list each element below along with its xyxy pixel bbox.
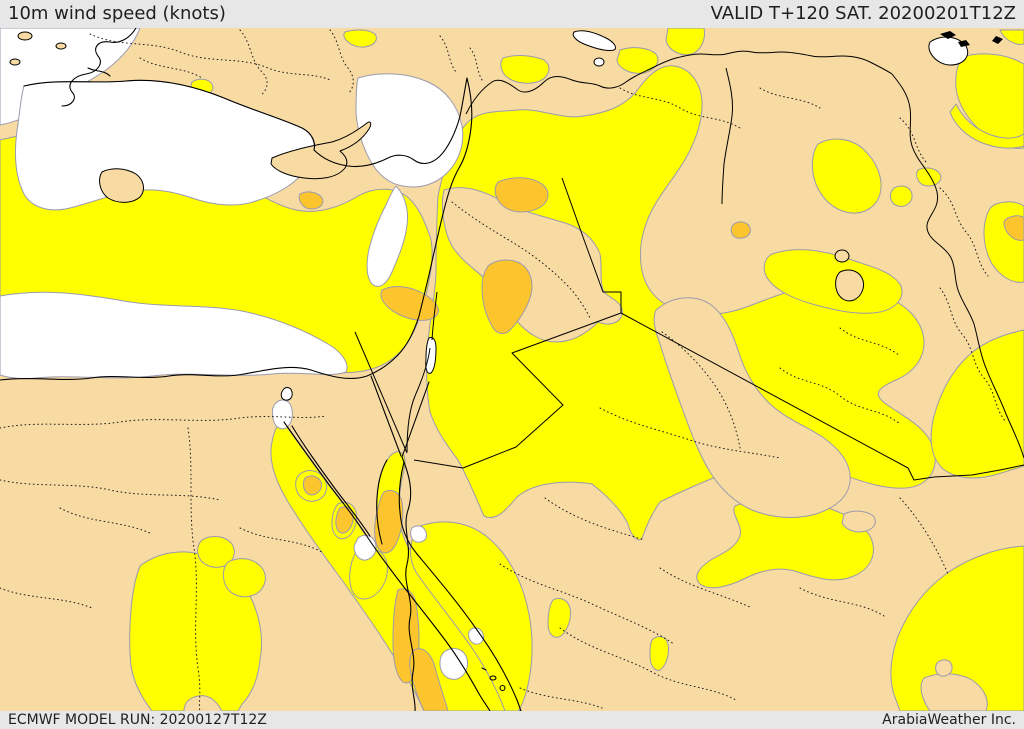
yellow-right-mid [930,329,1024,479]
syria-iraq-border [721,67,733,205]
footer-bar: ECMWF MODEL RUN: 20200127T12Z ArabiaWeat… [0,711,1024,729]
yellow-right-edge-finger [949,103,1024,149]
yellow-small-2 [547,597,571,638]
white-gulf-patch-1 [353,534,377,561]
rhodes-island [99,168,144,203]
white-east-of-cyprus-sea [355,73,464,188]
jordan-saudi-border [413,312,622,469]
wind-band-calm-layer [0,28,969,680]
wind-band-strong-layer [298,177,1024,711]
israel-egypt-border [354,331,408,454]
white-levant-coast-strip [366,185,408,287]
cyprus-island [270,121,372,180]
turkey-south-east-border [465,50,893,115]
gulf-suez-east-coast [291,425,371,537]
aegean-islet-2 [55,42,67,50]
turkey-salt-lake [572,30,617,51]
dead-sea [425,337,437,374]
yellow-patch-ne-3 [890,185,913,207]
mountain-mark-2 [958,40,970,47]
orange-syria-1 [494,177,549,213]
tan-hole-se-3 [841,510,876,533]
valid-time-label: VALID T+120 SAT. 20200201T12Z [710,3,1016,24]
yellow-patch-ne-1 [811,138,882,214]
island-layer [9,31,865,302]
yellow-patch-turkey-2 [500,55,550,84]
admin-boundary-layer [0,29,1007,711]
jordan-valley-border [406,291,438,453]
white-suez-head [271,399,293,430]
dotted-turkey-4 [139,35,483,81]
yellow-egypt-patch-2 [222,558,266,598]
coastline-layer [0,28,522,711]
turkey-small-lake [593,57,605,67]
model-run-label: ECMWF MODEL RUN: 20200127T12Z [8,712,267,728]
yellow-southeast-corner [890,545,1024,711]
levant-africa-coast [0,77,473,381]
yellow-corner-top-right [999,29,1024,45]
aegean-islet-1 [17,31,33,41]
dotted-egypt-3 [187,427,201,711]
orange-sinai-1 [302,475,322,496]
aegean-coast-squiggle [61,28,137,107]
header-bar: 10m wind speed (knots) VALID T+120 SAT. … [0,0,1024,28]
white-suez-teardrop [280,387,293,401]
orange-right-edge [1003,215,1024,241]
orange-red-sea-bottom [409,648,449,711]
wind-band-moderate-layer [0,28,1024,711]
orange-iraq-dot [730,221,751,239]
caucasus-marks [940,31,1003,47]
tan-hole-se-2 [935,659,953,677]
yellow-levant-arabia-main [426,65,936,541]
orange-aqaba-east [374,489,404,554]
yellow-patch-turkey-4 [665,28,705,56]
dotted-nw-saudi [599,331,781,459]
orange-syria-2 [481,259,533,334]
red-sea-islets [481,667,506,692]
branding-label: ArabiaWeather Inc. [882,712,1016,728]
dotted-saudi-1 [544,497,949,617]
yellow-saudi-center [696,497,874,589]
yellow-patch-turkey-1 [343,29,377,48]
tan-nw-saudi [653,297,851,518]
white-red-sea-patch-1 [439,648,469,680]
dotted-ne-2 [939,187,1007,423]
yellow-egypt-patch-1 [197,536,235,568]
iraq-saudi-border [561,177,1024,481]
turkey-south-coast [23,77,468,168]
dotted-turkey-3 [329,29,354,95]
tan-overlay-layer [441,187,988,711]
border-layer [354,50,1024,481]
white-north-africa-coast-band [0,291,348,380]
iraq-lake-2 [835,269,865,302]
nile-river [370,375,430,711]
dotted-ne-1 [619,87,927,163]
dotted-saudi-2 [499,563,737,709]
red-sea-west-coast [283,421,491,711]
aegean-islet-3 [9,58,21,66]
map-title: 10m wind speed (knots) [8,3,226,24]
dotted-turkey-2 [239,29,268,97]
mountain-mark-3 [992,36,1003,44]
white-gulf-patch-2 [410,525,427,543]
orange-south-cyprus [298,191,324,210]
yellow-red-sea-east-coast [410,521,533,711]
yellow-dot-ne [916,167,942,187]
mountain-mark-1 [940,31,956,39]
dotted-syria-band [451,201,591,319]
red-sea-east-coast [398,461,522,711]
map-area [0,28,1024,711]
wind-map-canvas [0,28,1024,711]
dotted-iraq-south [779,327,901,425]
gulf-aqaba-west-coast [376,459,388,545]
white-red-sea-patch-2 [468,627,484,645]
iran-iraq-border [891,73,1024,459]
iraq-lake-1 [834,249,850,263]
